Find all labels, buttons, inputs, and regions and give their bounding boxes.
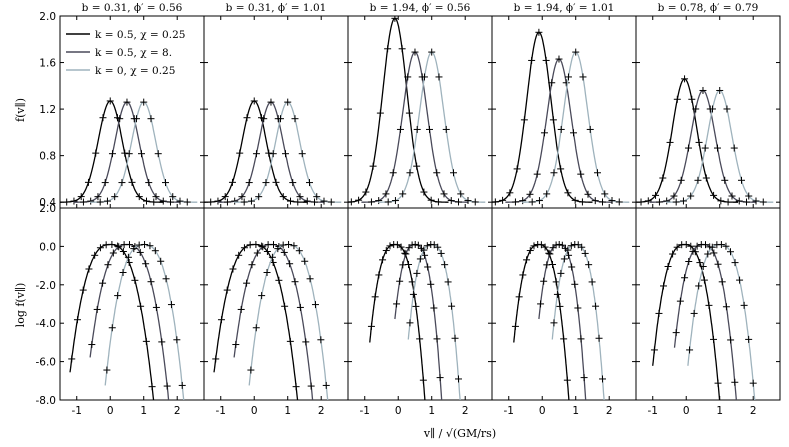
x-tick-label: -1 xyxy=(504,405,514,417)
y-tick-label-bottom: -8.0 xyxy=(36,395,57,407)
series-line xyxy=(551,243,605,400)
legend: k = 0.5, χ = 0.25 k = 0.5, χ = 8. k = 0, χ… xyxy=(66,29,185,77)
x-tick-label: 1 xyxy=(428,405,435,417)
x-tick-label: 1 xyxy=(140,405,147,417)
x-tick-label: -1 xyxy=(72,405,82,417)
x-tick-label: 0 xyxy=(251,405,258,417)
x-tick-label: 0 xyxy=(683,405,690,417)
series-line xyxy=(666,89,774,203)
y-tick-label-bottom: -6.0 xyxy=(36,357,57,369)
series-line xyxy=(90,101,198,203)
series-line xyxy=(505,58,613,203)
series-line xyxy=(378,51,486,203)
series-line xyxy=(104,243,185,400)
top-panel-series xyxy=(204,97,342,206)
panel-title: b = 1.94, ϕ′ = 1.01 xyxy=(514,2,615,14)
x-tick-label: 2 xyxy=(606,405,613,417)
series-line xyxy=(69,243,155,400)
series-line xyxy=(492,31,593,203)
x-tick-label: 0 xyxy=(539,405,546,417)
top-panel-series xyxy=(348,16,486,206)
y-tick-label-bottom: 2.0 xyxy=(39,203,56,215)
series-line xyxy=(361,51,469,203)
top-panel-series xyxy=(60,97,198,206)
x-tick-label: 0 xyxy=(107,405,114,417)
x-tick-label: -1 xyxy=(216,405,226,417)
series-line xyxy=(649,89,757,203)
y-tick-label-top: 1.2 xyxy=(39,104,56,116)
x-tick-label: 0 xyxy=(395,405,402,417)
y-tick-label-top: 0.8 xyxy=(39,151,56,163)
series-line xyxy=(213,243,299,400)
bottom-panel-series xyxy=(367,240,463,400)
series-line xyxy=(407,243,461,400)
x-tick-label: -1 xyxy=(360,405,370,417)
panel-title: b = 0.31, ϕ′ = 1.01 xyxy=(226,2,327,14)
y-tick-label-bottom: -2.0 xyxy=(36,280,57,292)
legend-label: k = 0.5, χ = 8. xyxy=(95,47,172,59)
series-line xyxy=(369,243,426,400)
x-tick-label: 2 xyxy=(174,405,181,417)
legend-label: k = 0, χ = 0.25 xyxy=(95,65,175,77)
panel-frame-bottom xyxy=(491,207,637,401)
series-line xyxy=(673,243,737,400)
top-panel-series xyxy=(492,28,630,206)
bottom-panel-series xyxy=(511,240,607,400)
panel-titles: b = 0.31, ϕ′ = 0.56 b = 0.31, ϕ′ = 1.01 b … xyxy=(82,2,759,14)
series-line xyxy=(89,243,170,400)
y-tick-label-bottom: -4.0 xyxy=(36,318,57,330)
series-line xyxy=(233,243,314,400)
y-tick-label-top: 2.0 xyxy=(39,11,56,23)
series-line xyxy=(513,243,570,400)
panel-frame-bottom xyxy=(635,207,781,401)
bottom-panel-series xyxy=(212,240,330,400)
series-line xyxy=(522,51,630,203)
x-tick-label: 2 xyxy=(750,405,757,417)
series-line xyxy=(636,78,739,203)
bottom-panel-series xyxy=(68,240,186,400)
x-tick-label: 2 xyxy=(462,405,469,417)
x-tick-label: 1 xyxy=(716,405,723,417)
panel-title: b = 1.94, ϕ′ = 0.56 xyxy=(370,2,471,14)
panel-frame-top xyxy=(635,15,781,209)
panel-frame-bottom xyxy=(59,207,205,401)
panel-frame-bottom xyxy=(203,207,349,401)
panel-frame-bottom xyxy=(347,207,493,401)
panel-grid: -1 0 1 2 -1 0 1 2 -1 0 1 2 -1 0 1 2 -1 0 1 2 0.4 0.8 1.2 1.6 2.0… xyxy=(36,11,781,417)
y-tick-label-bottom: 0.0 xyxy=(39,241,56,253)
x-tick-label: 1 xyxy=(284,405,291,417)
series-line xyxy=(348,17,449,203)
y-axis-label-top: f(v∥) xyxy=(14,98,27,122)
series-line xyxy=(248,243,329,400)
series-line xyxy=(60,100,164,203)
legend-label: k = 0.5, χ = 0.25 xyxy=(95,29,185,41)
x-tick-label: 1 xyxy=(572,405,579,417)
panel-title: b = 0.78, ϕ′ = 0.79 xyxy=(658,2,759,14)
panel-title: b = 0.31, ϕ′ = 0.56 xyxy=(82,2,183,14)
x-axis-label: v∥ / √(GM/rs) xyxy=(423,427,496,440)
x-tick-label: 2 xyxy=(318,405,325,417)
series-line xyxy=(73,101,181,203)
x-tick-label: -1 xyxy=(648,405,658,417)
series-line xyxy=(204,100,308,203)
series-line xyxy=(687,243,756,400)
bottom-panel-series xyxy=(650,241,757,400)
y-axis-label-bottom: log f(v∥) xyxy=(14,283,27,328)
series-line xyxy=(234,101,342,203)
series-line xyxy=(217,101,325,203)
y-tick-label-top: 1.6 xyxy=(39,58,56,70)
top-panel-series xyxy=(636,75,774,206)
y-tick-label-top: 0.4 xyxy=(39,197,56,209)
